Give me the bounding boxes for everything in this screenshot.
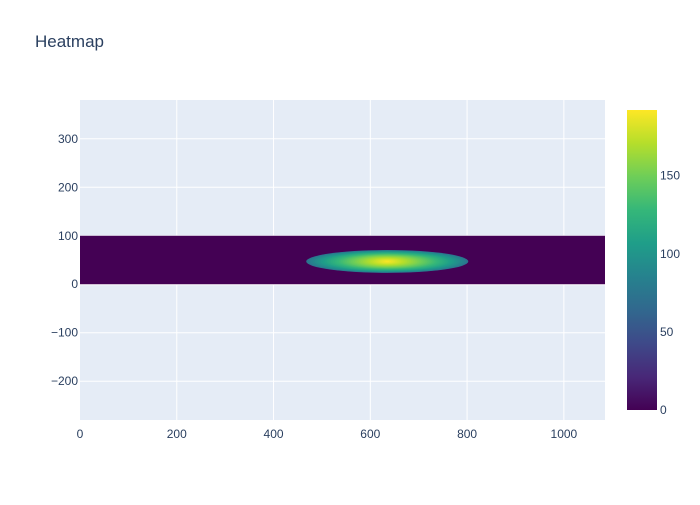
x-tick-label: 400 — [264, 427, 284, 441]
colorbar-tick-label: 0 — [660, 403, 667, 417]
y-tick-label: 0 — [71, 277, 78, 291]
heatmap-blob — [306, 250, 469, 273]
colorbar-tick-label: 150 — [660, 169, 680, 183]
x-tick-label: 0 — [77, 427, 84, 441]
x-tick-label: 600 — [360, 427, 380, 441]
x-tick-label: 800 — [457, 427, 477, 441]
y-tick-label: 200 — [58, 180, 78, 194]
x-tick-label: 1000 — [551, 427, 578, 441]
chart-title: Heatmap — [35, 32, 104, 51]
y-tick-label: 300 — [58, 132, 78, 146]
y-tick-label: −100 — [51, 326, 78, 340]
y-tick-label: −200 — [51, 374, 78, 388]
colorbar — [627, 110, 657, 410]
colorbar-tick-label: 50 — [660, 325, 674, 339]
y-tick-label: 100 — [58, 229, 78, 243]
x-tick-label: 200 — [167, 427, 187, 441]
blob-level — [385, 260, 390, 263]
colorbar-tick-label: 100 — [660, 247, 680, 261]
